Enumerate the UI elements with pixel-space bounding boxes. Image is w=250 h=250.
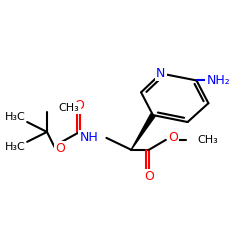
Text: O: O — [168, 131, 178, 144]
Text: CH₃: CH₃ — [59, 103, 80, 113]
Text: CH₃: CH₃ — [198, 135, 218, 145]
Text: H₃C: H₃C — [4, 112, 25, 122]
Polygon shape — [131, 114, 155, 150]
Text: O: O — [75, 99, 85, 112]
Text: O: O — [55, 142, 65, 155]
Text: NH₂: NH₂ — [206, 74, 230, 87]
Text: NH: NH — [80, 131, 98, 144]
Text: O: O — [144, 170, 154, 183]
Text: N: N — [156, 67, 166, 80]
Text: H₃C: H₃C — [4, 142, 25, 152]
